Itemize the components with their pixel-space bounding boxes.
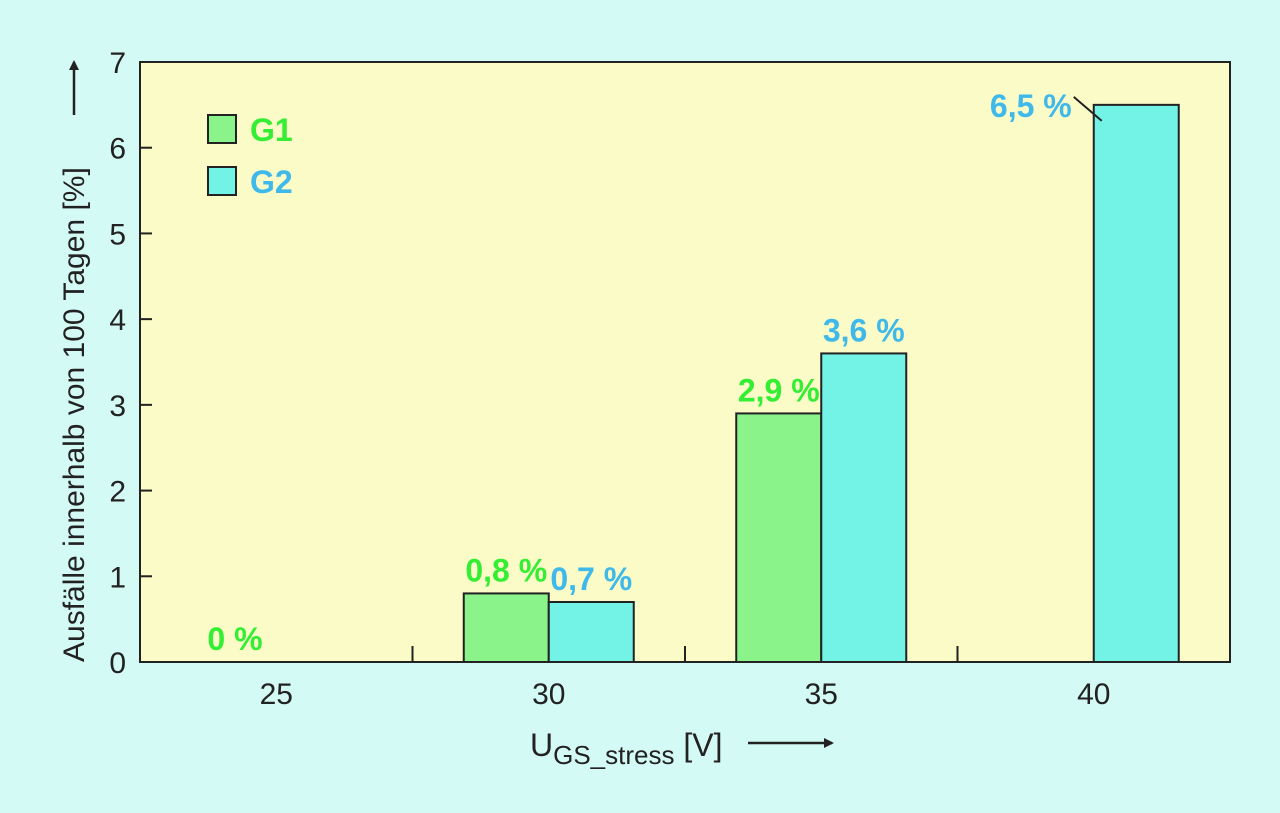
- x-tick-label: 30: [532, 678, 565, 711]
- y-tick-label: 3: [109, 390, 126, 423]
- x-axis-label-subscript: GS_stress: [553, 740, 674, 770]
- bar-G1-35: [735, 412, 823, 663]
- data-label: 0 %: [207, 621, 262, 657]
- y-tick-label: 4: [109, 304, 126, 337]
- legend-swatch-G1: [207, 114, 237, 144]
- legend-swatch-G2: [207, 166, 237, 196]
- x-axis-label-main: U: [530, 727, 553, 763]
- legend-label-G2: G2: [250, 164, 293, 200]
- y-tick-label: 5: [109, 218, 126, 251]
- y-axis-label: Ausfälle innerhalb von 100 Tagen [%]: [58, 167, 91, 662]
- data-label: 0,8 %: [465, 552, 547, 588]
- data-label: 6,5 %: [990, 88, 1072, 124]
- bar-G2-30: [547, 601, 635, 663]
- x-axis-label-unit: [V]: [674, 727, 722, 763]
- bar-G2-35: [820, 352, 908, 663]
- data-label: 0,7 %: [550, 561, 632, 597]
- legend-label-G1: G1: [250, 112, 293, 148]
- x-tick-label: 25: [260, 678, 293, 711]
- bar-G1-30: [462, 592, 550, 664]
- y-tick-label: 0: [109, 647, 126, 680]
- chart-marks: 0 1 2 3 4 5 6 7 25 30 35 40 0 % 0,8 % 0,7 % 2,9 %3,6 % 6…: [58, 47, 1180, 770]
- y-tick-label: 6: [109, 133, 126, 166]
- x-tick-label: 35: [805, 678, 838, 711]
- x-axis-label: UGS_stress [V]: [530, 727, 723, 770]
- plot-area: [139, 61, 1231, 663]
- y-tick-label: 7: [109, 47, 126, 80]
- x-tick-label: 40: [1077, 678, 1110, 711]
- data-label: 2,9 %: [738, 372, 820, 408]
- label-leader-line: [1073, 96, 1103, 122]
- y-tick-label: 1: [109, 561, 126, 594]
- data-label: 3,6 %: [823, 312, 905, 348]
- bar-G2-40: [1092, 103, 1180, 664]
- y-tick-label: 2: [109, 476, 126, 509]
